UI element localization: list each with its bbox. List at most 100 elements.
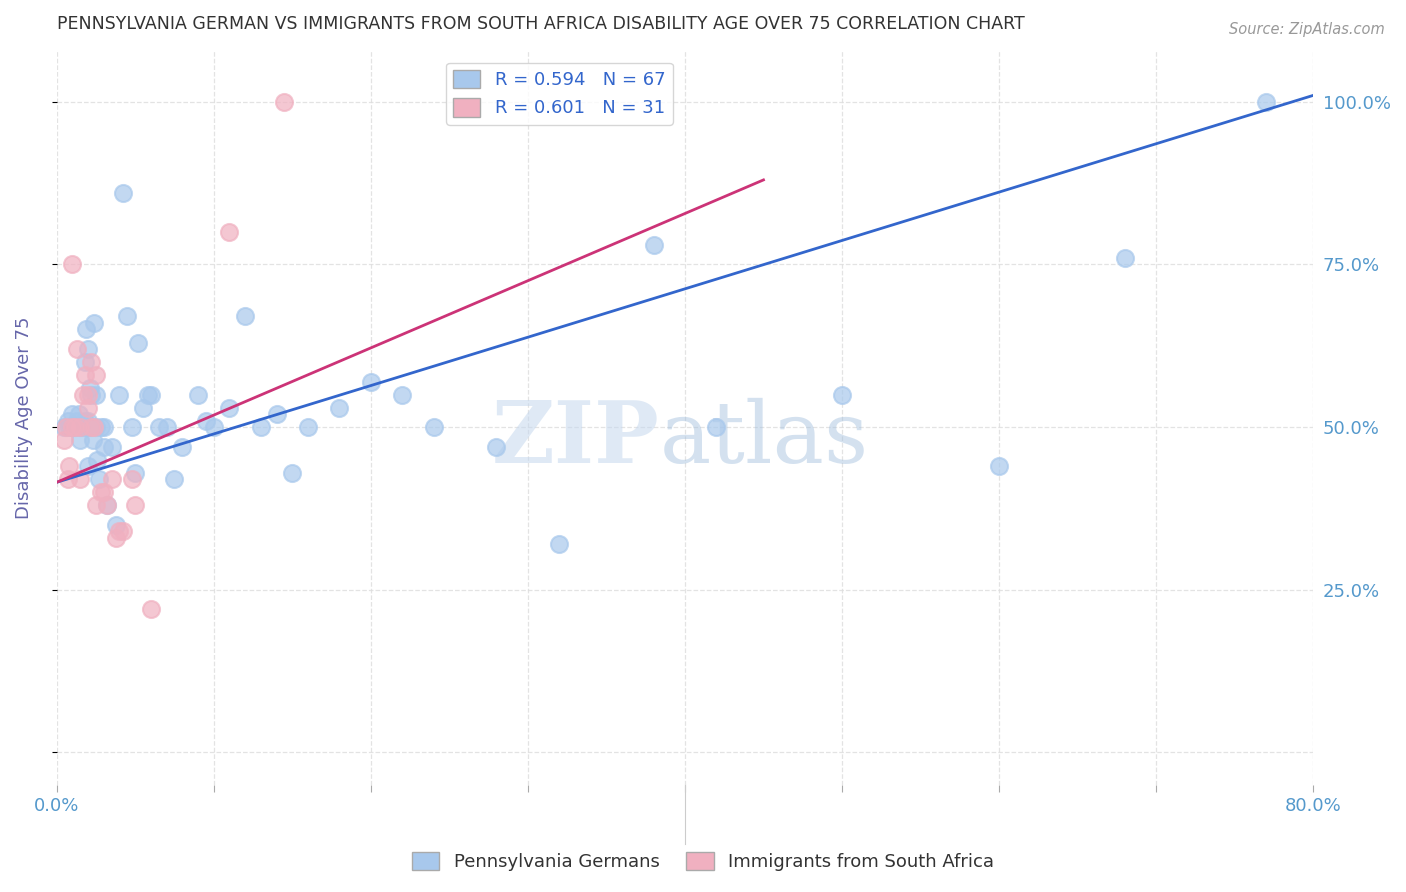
Point xyxy=(73,355,96,369)
Point xyxy=(77,342,100,356)
Point xyxy=(77,401,100,415)
Point xyxy=(194,413,217,427)
Point xyxy=(108,524,131,538)
Point xyxy=(831,387,853,401)
Point xyxy=(250,420,273,434)
Y-axis label: Disability Age Over 75: Disability Age Over 75 xyxy=(15,316,32,518)
Point xyxy=(124,498,146,512)
Point xyxy=(706,420,728,434)
Point xyxy=(100,472,122,486)
Point xyxy=(96,498,118,512)
Point xyxy=(233,310,256,324)
Point xyxy=(391,387,413,401)
Point xyxy=(56,472,79,486)
Point xyxy=(73,368,96,382)
Point xyxy=(77,420,100,434)
Point xyxy=(66,413,89,427)
Point xyxy=(72,387,94,401)
Point xyxy=(328,401,350,415)
Point xyxy=(60,420,83,434)
Point xyxy=(93,485,115,500)
Point xyxy=(127,335,149,350)
Point xyxy=(84,387,107,401)
Point xyxy=(121,420,143,434)
Point xyxy=(139,387,162,401)
Point xyxy=(172,440,194,454)
Point xyxy=(55,420,77,434)
Point xyxy=(218,225,240,239)
Point xyxy=(75,322,97,336)
Point xyxy=(218,401,240,415)
Point xyxy=(1114,251,1136,265)
Point xyxy=(60,407,83,421)
Point xyxy=(73,413,96,427)
Point xyxy=(80,355,103,369)
Point xyxy=(139,602,162,616)
Point xyxy=(60,420,83,434)
Legend: Pennsylvania Germans, Immigrants from South Africa: Pennsylvania Germans, Immigrants from So… xyxy=(405,845,1001,879)
Point xyxy=(485,440,508,454)
Point xyxy=(77,387,100,401)
Point xyxy=(297,420,319,434)
Point xyxy=(148,420,170,434)
Point xyxy=(155,420,177,434)
Legend: R = 0.594   N = 67, R = 0.601   N = 31: R = 0.594 N = 67, R = 0.601 N = 31 xyxy=(446,62,672,125)
Point xyxy=(548,537,571,551)
Point xyxy=(111,186,134,200)
Point xyxy=(79,381,101,395)
Point xyxy=(77,459,100,474)
Point xyxy=(84,420,107,434)
Point xyxy=(163,472,186,486)
Point xyxy=(105,517,128,532)
Point xyxy=(60,257,83,271)
Text: ZIP: ZIP xyxy=(492,397,659,482)
Point xyxy=(93,420,115,434)
Point xyxy=(266,407,288,421)
Point xyxy=(83,316,105,330)
Point xyxy=(360,375,382,389)
Point xyxy=(105,531,128,545)
Point xyxy=(82,433,104,447)
Point xyxy=(202,420,225,434)
Point xyxy=(80,387,103,401)
Point xyxy=(66,342,89,356)
Point xyxy=(53,420,76,434)
Text: PENNSYLVANIA GERMAN VS IMMIGRANTS FROM SOUTH AFRICA DISABILITY AGE OVER 75 CORRE: PENNSYLVANIA GERMAN VS IMMIGRANTS FROM S… xyxy=(56,15,1025,33)
Point xyxy=(1256,95,1278,109)
Point xyxy=(84,368,107,382)
Point xyxy=(80,420,103,434)
Point xyxy=(83,420,105,434)
Point xyxy=(96,498,118,512)
Point xyxy=(93,440,115,454)
Point xyxy=(124,466,146,480)
Point xyxy=(136,387,159,401)
Point xyxy=(65,420,87,434)
Point xyxy=(117,310,139,324)
Point xyxy=(90,420,112,434)
Point xyxy=(108,387,131,401)
Point xyxy=(84,498,107,512)
Point xyxy=(67,407,90,421)
Point xyxy=(100,440,122,454)
Point xyxy=(56,413,79,427)
Point xyxy=(69,420,91,434)
Text: Source: ZipAtlas.com: Source: ZipAtlas.com xyxy=(1229,22,1385,37)
Point xyxy=(273,95,295,109)
Point xyxy=(69,472,91,486)
Point xyxy=(86,452,108,467)
Point xyxy=(422,420,444,434)
Point xyxy=(281,466,304,480)
Point xyxy=(988,459,1011,474)
Point xyxy=(80,420,103,434)
Point xyxy=(90,485,112,500)
Point xyxy=(132,401,155,415)
Point xyxy=(53,433,76,447)
Point xyxy=(58,420,80,434)
Point xyxy=(187,387,209,401)
Point xyxy=(69,433,91,447)
Text: atlas: atlas xyxy=(659,398,869,481)
Point xyxy=(72,420,94,434)
Point xyxy=(87,472,110,486)
Point xyxy=(69,420,91,434)
Point xyxy=(111,524,134,538)
